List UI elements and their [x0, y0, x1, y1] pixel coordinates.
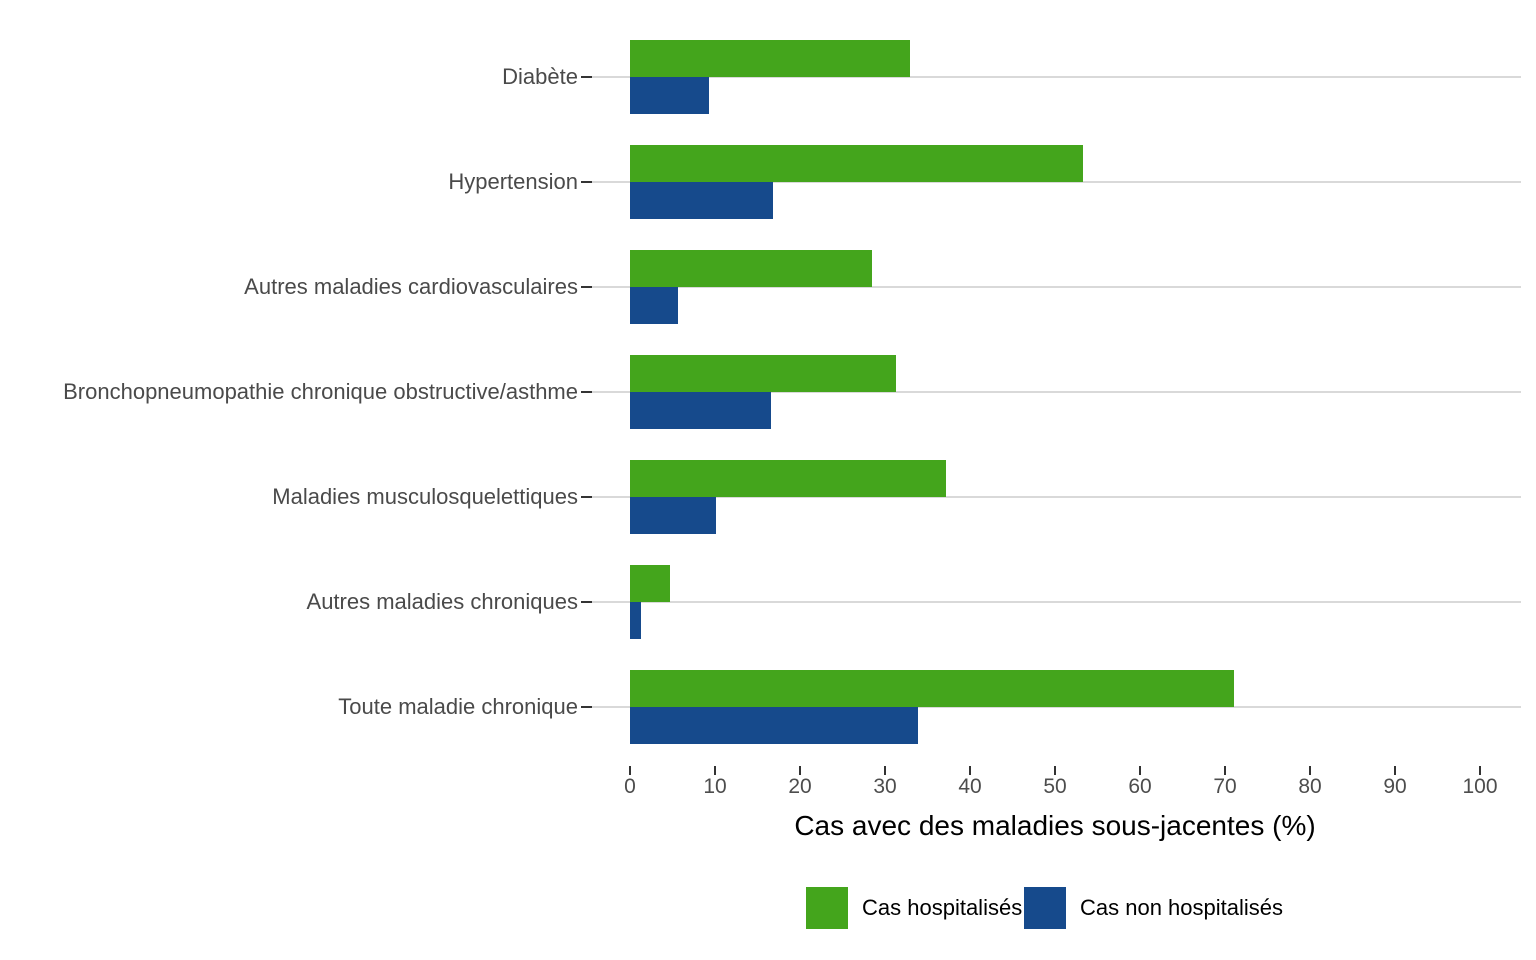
- x-axis-tick-label: 10: [703, 775, 727, 798]
- bar-cas-non-hospitalises: [630, 602, 642, 639]
- x-axis-tick: [798, 766, 802, 775]
- x-axis-tick: [713, 766, 717, 775]
- y-axis-tick: [581, 75, 592, 79]
- legend-label-non-hospitalises: Cas non hospitalisés: [1080, 895, 1284, 920]
- gridline: [591, 390, 1521, 394]
- category-label: Autres maladies cardiovasculaires: [244, 274, 578, 299]
- category-label: Diabète: [502, 64, 578, 89]
- category-label: Bronchopneumopathie chronique obstructiv…: [63, 379, 578, 404]
- bar-cas-non-hospitalises: [630, 77, 710, 114]
- x-axis-title: Cas avec des maladies sous-jacentes (%): [794, 810, 1316, 841]
- gridline: [591, 180, 1521, 184]
- y-axis-tick: [581, 390, 592, 394]
- x-axis-tick-label: 50: [1043, 775, 1067, 798]
- x-axis-tick-label: 70: [1213, 775, 1237, 798]
- x-axis-tick: [1393, 766, 1397, 775]
- category-label: Maladies musculosquelettiques: [272, 484, 578, 509]
- x-axis-tick: [883, 766, 887, 775]
- x-axis-tick-label: 20: [788, 775, 812, 798]
- gridline: [591, 75, 1521, 79]
- bar-cas-non-hospitalises: [630, 287, 678, 324]
- bar-cas-hospitalises: [630, 250, 873, 287]
- legend-swatch-hospitalises: [806, 887, 848, 929]
- y-axis-tick: [581, 495, 592, 499]
- bar-cas-non-hospitalises: [630, 707, 919, 744]
- x-axis-tick: [1053, 766, 1057, 775]
- bar-cas-hospitalises: [630, 40, 910, 77]
- bar-cas-non-hospitalises: [630, 497, 716, 534]
- x-axis-tick-label: 100: [1462, 775, 1498, 798]
- x-axis-tick-label: 80: [1298, 775, 1322, 798]
- y-axis-tick: [581, 285, 592, 289]
- category-label: Toute maladie chronique: [338, 694, 578, 719]
- bar-cas-hospitalises: [630, 355, 897, 392]
- x-axis-tick-label: 40: [958, 775, 982, 798]
- x-axis-tick: [1138, 766, 1142, 775]
- legend-swatch-non-hospitalises: [1024, 887, 1066, 929]
- x-axis-tick: [628, 766, 632, 775]
- bar-cas-hospitalises: [630, 670, 1235, 707]
- gridline: [591, 705, 1521, 709]
- y-axis-tick: [581, 180, 592, 184]
- x-axis-tick-label: 90: [1383, 775, 1407, 798]
- x-axis-tick: [1223, 766, 1227, 775]
- bar-cas-hospitalises: [630, 460, 947, 497]
- x-axis-tick: [968, 766, 972, 775]
- category-label: Autres maladies chroniques: [306, 589, 578, 614]
- x-axis-tick-label: 0: [624, 775, 636, 798]
- y-axis-tick: [581, 600, 592, 604]
- gridline: [591, 495, 1521, 499]
- x-axis-tick: [1308, 766, 1312, 775]
- x-axis-tick-label: 60: [1128, 775, 1152, 798]
- x-axis-tick: [1478, 766, 1482, 775]
- legend-label-hospitalises: Cas hospitalisés: [862, 895, 1023, 920]
- category-label: Hypertension: [448, 169, 578, 194]
- bar-cas-hospitalises: [630, 145, 1084, 182]
- bar-cas-non-hospitalises: [630, 392, 772, 429]
- gridline: [591, 600, 1521, 604]
- x-axis-tick-label: 30: [873, 775, 897, 798]
- bar-cas-hospitalises: [630, 565, 670, 602]
- y-axis-tick: [581, 705, 592, 709]
- gridline: [591, 285, 1521, 289]
- bar-cas-non-hospitalises: [630, 182, 773, 219]
